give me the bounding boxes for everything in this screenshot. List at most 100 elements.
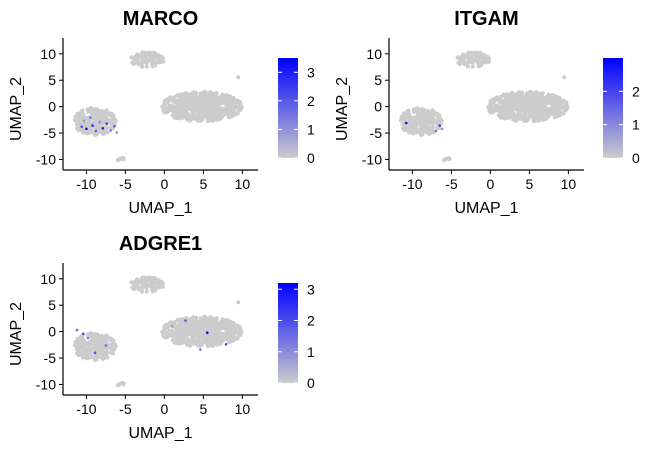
cell-point [95,353,100,358]
cell-point [188,327,193,332]
cell-point [79,350,84,355]
y-tick-label: 0 [48,324,56,340]
cell-point [539,108,544,113]
cell-point [74,114,79,119]
cell-point [455,55,460,60]
cell-point [193,99,198,104]
cell-point [109,350,114,355]
x-axis-label: UMAP_1 [128,200,192,217]
colorbar-tick-label: 1 [307,344,315,360]
cell-point [147,283,153,288]
cell-point [190,322,195,327]
cell-point [235,111,240,116]
cell-point [205,340,210,345]
cell-point [497,99,502,104]
cell-point [212,329,217,334]
cell-point [94,357,99,362]
cell-point [532,107,537,112]
cell-point [75,351,80,356]
expressed-point [104,344,108,347]
expressed-point [86,336,90,340]
expressed-point [404,121,408,125]
expressed-points [404,121,444,133]
x-tick-label: 0 [161,176,169,192]
cell-point [202,92,207,97]
cell-point [228,327,234,332]
cell-point [511,111,516,116]
cell-point [236,300,241,305]
cell-point [134,284,140,289]
cell-point [407,130,412,135]
cell-points [398,50,570,163]
cell-point [139,64,145,69]
cell-point [444,156,449,161]
cell-point [165,110,170,115]
y-tick-label: -10 [36,376,56,392]
expressed-point [82,119,86,123]
cell-point [516,97,521,102]
cell-point [510,117,516,122]
x-tick-label: -10 [76,176,96,192]
cell-point [538,104,543,109]
cell-points [72,275,244,388]
cell-point [435,118,440,123]
cell-point [233,329,238,334]
cell-point [536,110,541,115]
cell-point [151,51,156,56]
cell-point [460,59,466,64]
cell-point [193,328,198,333]
cell-point [401,126,406,131]
panel-title: MARCO [123,8,199,30]
y-tick-label: -5 [370,125,383,141]
cell-point [99,337,105,342]
cell-point [233,104,238,109]
cell-point [194,115,199,120]
expressed-points [80,116,119,134]
cell-point [199,118,204,123]
expressed-point [98,120,101,124]
cell-point [212,325,217,330]
cell-point [477,51,482,56]
cell-point [173,109,178,114]
cell-point [212,114,217,119]
x-tick-label: 5 [526,176,534,192]
cell-point [506,97,511,102]
cell-point [516,110,521,115]
cell-point [144,60,149,65]
cell-point [99,333,104,338]
cell-point [82,121,87,126]
cell-point [99,117,104,122]
cell-point [214,342,219,347]
cell-point [525,118,530,123]
cell-point [190,97,195,102]
expressed-point [199,348,202,351]
expressed-point [105,122,108,125]
cell-point [220,92,225,97]
cell-point [473,58,479,63]
cell-point [82,346,87,351]
cell-point [190,116,196,121]
cell-point [421,123,426,128]
cell-point [514,92,519,97]
cell-point [457,61,462,66]
cell-point [167,331,172,336]
cell-point [99,108,104,113]
cell-point [493,106,498,111]
cell-point [176,93,181,99]
cell-point [504,100,509,105]
cell-point [524,91,529,96]
cell-point [400,114,405,119]
cell-point [93,107,98,112]
cell-point [178,100,183,105]
expressed-point [93,351,97,355]
y-tick-label: 5 [48,297,56,313]
x-tick-label: -10 [402,176,422,192]
cell-point [554,102,560,107]
cell-point [210,335,215,340]
cell-point [165,335,170,340]
cell-point [185,342,190,347]
cell-point [168,321,173,326]
cell-point [543,114,549,119]
cell-point [168,96,173,101]
